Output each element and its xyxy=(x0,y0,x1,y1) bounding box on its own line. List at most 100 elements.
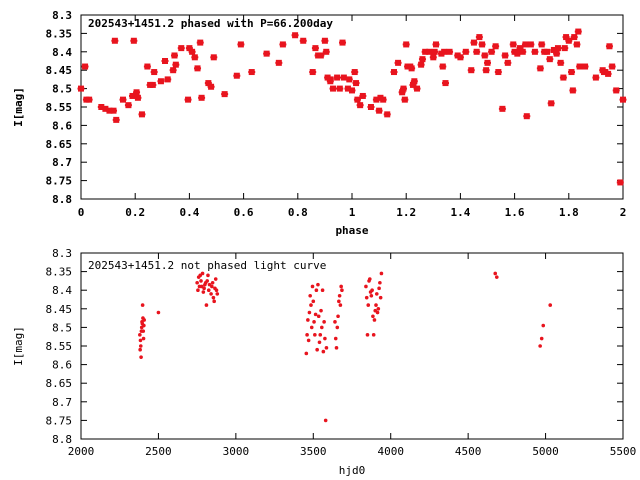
data-point-arm xyxy=(339,41,347,44)
data-point-arm xyxy=(456,56,464,59)
data-point-arm xyxy=(390,71,398,74)
y-tick-label: 8.45 xyxy=(46,64,73,77)
data-point-arm xyxy=(509,43,517,46)
data-point xyxy=(202,286,206,291)
data-point-arm xyxy=(581,65,589,68)
data-point-arm xyxy=(198,96,206,99)
plot-title: 202543+1451.2 phased with P=66.200day xyxy=(88,17,333,30)
y-tick-label: 8.7 xyxy=(52,396,72,409)
data-point-arm xyxy=(119,98,127,101)
data-points xyxy=(77,28,627,186)
data-point-arm xyxy=(177,47,185,50)
data-point xyxy=(339,284,343,289)
data-point-arm xyxy=(157,80,165,83)
data-point-arm xyxy=(592,76,600,79)
data-point xyxy=(337,299,341,304)
data-point xyxy=(309,303,313,307)
data-point-arm xyxy=(204,82,212,85)
y-tick-label: 8.45 xyxy=(46,303,73,316)
y-tick-label: 8.75 xyxy=(46,414,73,427)
data-point-arm xyxy=(519,50,527,53)
data-point-arm xyxy=(570,36,578,39)
y-tick-label: 8.55 xyxy=(46,340,73,353)
data-point xyxy=(372,318,377,322)
data-point-arm xyxy=(473,50,481,53)
data-point-arm xyxy=(317,54,325,57)
data-point-arm xyxy=(97,106,105,108)
data-point xyxy=(538,344,542,348)
data-point-arm xyxy=(536,67,544,70)
x-tick-label: 2500 xyxy=(145,445,172,458)
data-point-arm xyxy=(604,72,612,75)
data-point-arm xyxy=(576,65,584,68)
data-point-arm xyxy=(170,54,178,57)
data-point-arm xyxy=(196,41,204,44)
data-point xyxy=(138,333,142,337)
data-point-arm xyxy=(329,87,337,90)
data-point-arm xyxy=(616,181,624,184)
data-point xyxy=(209,292,213,296)
data-point-arm xyxy=(431,50,439,53)
data-point-arm xyxy=(523,115,531,118)
data-point-arm xyxy=(105,109,113,112)
data-point-arm xyxy=(475,36,483,39)
data-point-arm xyxy=(421,50,429,53)
x-axis-label: phase xyxy=(335,224,368,237)
data-point-arm xyxy=(291,34,299,37)
x-tick-label: 5500 xyxy=(610,445,637,458)
data-point-arm xyxy=(408,67,416,70)
data-point-arm xyxy=(417,63,425,66)
data-point xyxy=(340,288,344,293)
y-tick-label: 8.75 xyxy=(46,175,73,188)
data-point-arm xyxy=(111,39,119,42)
data-point xyxy=(334,346,339,350)
data-point-arm xyxy=(402,43,410,46)
data-point xyxy=(371,314,375,319)
x-tick-label: 3000 xyxy=(223,445,250,458)
data-point xyxy=(199,279,203,283)
data-point xyxy=(196,288,200,293)
data-point xyxy=(204,303,209,307)
plot-panel-2: 2000 2500 3000 3500 4000 4500 5000 5500 8.3 8.35 8… xyxy=(12,247,636,477)
data-point xyxy=(322,320,326,324)
data-point-arm xyxy=(172,63,180,66)
data-point-arm xyxy=(521,43,529,46)
data-point xyxy=(376,307,381,311)
data-point xyxy=(378,295,383,300)
data-point xyxy=(375,310,380,315)
x-tick-label: 0.6 xyxy=(234,206,254,219)
data-point-arm xyxy=(467,69,475,72)
data-point xyxy=(206,273,210,278)
data-point-arm xyxy=(164,78,172,81)
data-point-arm xyxy=(188,50,196,53)
data-point-arm xyxy=(130,39,138,42)
data-point xyxy=(138,347,142,352)
data-point-arm xyxy=(562,36,570,39)
data-point-arm xyxy=(138,113,146,116)
data-point-arm xyxy=(161,60,169,62)
data-point xyxy=(377,286,381,291)
y-tick-label: 8.6 xyxy=(52,359,72,372)
data-point-arm xyxy=(263,52,271,55)
x-tick-label: 4000 xyxy=(377,445,404,458)
data-point-arm xyxy=(440,50,448,53)
data-point-arm xyxy=(413,87,421,90)
data-point xyxy=(333,320,337,324)
data-point-arm xyxy=(133,91,141,94)
data-point-arm xyxy=(501,54,509,57)
data-point-arm xyxy=(353,98,361,101)
data-point xyxy=(309,325,314,330)
x-tick-label: 2 xyxy=(620,206,627,219)
data-point-arm xyxy=(221,93,229,96)
data-point-arm xyxy=(425,50,433,53)
data-point xyxy=(541,323,546,328)
data-point xyxy=(370,288,374,293)
data-point xyxy=(313,312,318,317)
data-point xyxy=(374,303,378,307)
data-point-arm xyxy=(210,56,218,59)
data-point-arm xyxy=(498,107,506,110)
data-point xyxy=(318,333,323,337)
data-point-arm xyxy=(546,58,554,61)
data-point-arm xyxy=(574,30,582,33)
